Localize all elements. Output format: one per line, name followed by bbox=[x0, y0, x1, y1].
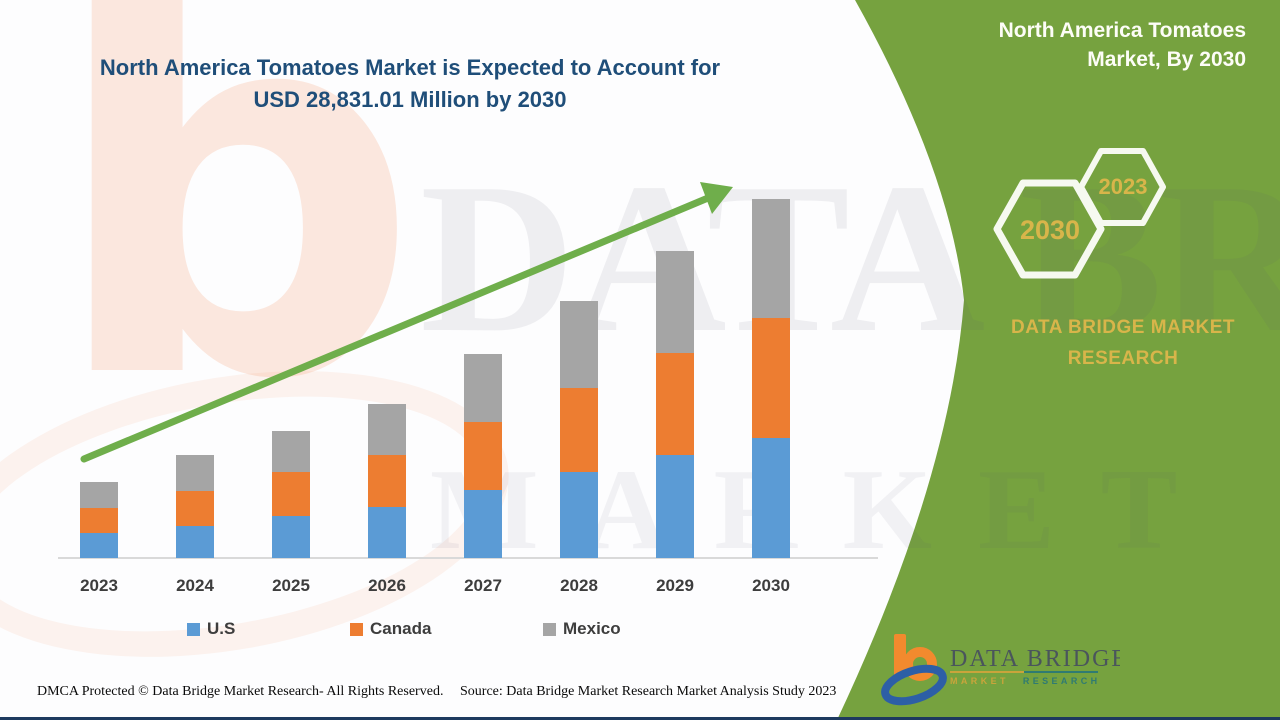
svg-text:MARKET RESEARCH: MARKET RESEARCH bbox=[950, 676, 1101, 686]
x-axis-label-2027: 2027 bbox=[464, 576, 502, 595]
x-axis-label-2025: 2025 bbox=[272, 576, 310, 595]
logo-underline-gold bbox=[950, 671, 1024, 673]
mexico-legend-swatch bbox=[543, 622, 556, 636]
bar-segment-canada-2024 bbox=[176, 491, 214, 526]
bar-segment-canada-2023 bbox=[80, 508, 118, 533]
logo-swoosh-icon bbox=[881, 664, 947, 706]
bar-segment-canada-2027 bbox=[464, 422, 502, 491]
dbmr-logo: DATA BRIDGE MARKET RESEARCH bbox=[881, 634, 1120, 706]
bar-segment-canada-2028 bbox=[560, 388, 598, 472]
bar-segment-canada-2025 bbox=[272, 472, 310, 516]
page-title-line2: USD 28,831.01 Million by 2030 bbox=[253, 87, 567, 112]
hexagon-2030-label: 2030 bbox=[1020, 215, 1080, 245]
bar-segment-us-2026 bbox=[368, 507, 406, 558]
brand-text: DATA BRIDGE MARKET RESEARCH bbox=[985, 312, 1261, 374]
bar-segment-mexico-2023 bbox=[80, 482, 118, 508]
bar-segment-mexico-2026 bbox=[368, 404, 406, 455]
logo-tagline-market: MARKET bbox=[950, 676, 1009, 686]
x-axis-label-2029: 2029 bbox=[656, 576, 694, 595]
hexagon-badge-2023: 2023 bbox=[1078, 148, 1166, 226]
logo-name: DATA BRIDGE bbox=[950, 646, 1120, 672]
bar-segment-us-2025 bbox=[272, 516, 310, 558]
bar-segment-canada-2030 bbox=[752, 318, 790, 439]
bar-segment-us-2030 bbox=[752, 438, 790, 558]
x-axis-label-2024: 2024 bbox=[176, 576, 214, 595]
bar-segment-us-2028 bbox=[560, 472, 598, 558]
legend-item-us: U.S bbox=[187, 619, 235, 639]
bar-segment-us-2023 bbox=[80, 533, 118, 558]
hexagon-2023-label: 2023 bbox=[1099, 174, 1148, 199]
bar-segment-mexico-2027 bbox=[464, 354, 502, 423]
x-axis-line bbox=[58, 557, 878, 559]
bar-segment-mexico-2030 bbox=[752, 199, 790, 319]
dmca-text: DMCA Protected © Data Bridge Market Rese… bbox=[37, 684, 444, 699]
bar-segment-us-2024 bbox=[176, 526, 214, 558]
watermark-b-letter: b bbox=[48, 0, 421, 493]
bar-segment-us-2027 bbox=[464, 490, 502, 558]
legend-item-mexico: Mexico bbox=[543, 619, 621, 639]
bar-segment-mexico-2024 bbox=[176, 455, 214, 491]
brand-text-line1: DATA BRIDGE MARKET bbox=[1011, 317, 1235, 338]
side-panel-title: North America Tomatoes Market, By 2030 bbox=[826, 16, 1246, 74]
legend-label-mexico: Mexico bbox=[563, 619, 621, 638]
brand-text-line2: RESEARCH bbox=[1067, 348, 1179, 369]
legend-label-us: U.S bbox=[207, 619, 236, 638]
legend-label-canada: Canada bbox=[370, 619, 432, 638]
us-legend-swatch bbox=[187, 622, 200, 636]
bar-segment-mexico-2028 bbox=[560, 301, 598, 388]
source-text: Source: Data Bridge Market Research Mark… bbox=[460, 684, 837, 699]
bottom-border-bar bbox=[0, 717, 1280, 720]
legend-item-canada: Canada bbox=[350, 619, 431, 639]
side-panel-title-line2: Market, By 2030 bbox=[1087, 48, 1246, 71]
hexagon-badge-2030: 2030 bbox=[993, 179, 1105, 279]
x-axis-label-2030: 2030 bbox=[752, 576, 790, 595]
side-panel-title-line1: North America Tomatoes bbox=[998, 19, 1246, 42]
x-axis-label-2028: 2028 bbox=[560, 576, 598, 595]
page-title: North America Tomatoes Market is Expecte… bbox=[40, 52, 780, 116]
bar-segment-canada-2029 bbox=[656, 353, 694, 455]
bar-segment-mexico-2029 bbox=[656, 251, 694, 353]
trend-arrow-icon bbox=[80, 182, 733, 463]
x-axis-label-2026: 2026 bbox=[368, 576, 406, 595]
bar-segment-us-2029 bbox=[656, 455, 694, 558]
canada-legend-swatch bbox=[350, 622, 363, 636]
bar-segment-canada-2026 bbox=[368, 455, 406, 507]
bar-segment-mexico-2025 bbox=[272, 431, 310, 472]
logo-underline-teal bbox=[1024, 671, 1098, 673]
logo-b-icon bbox=[894, 634, 937, 681]
page-title-line1: North America Tomatoes Market is Expecte… bbox=[99, 55, 721, 80]
x-axis-label-2023: 2023 bbox=[80, 576, 118, 595]
chart-legend: U.S Canada Mexico bbox=[0, 619, 860, 643]
logo-tagline-research: RESEARCH bbox=[1023, 676, 1101, 686]
